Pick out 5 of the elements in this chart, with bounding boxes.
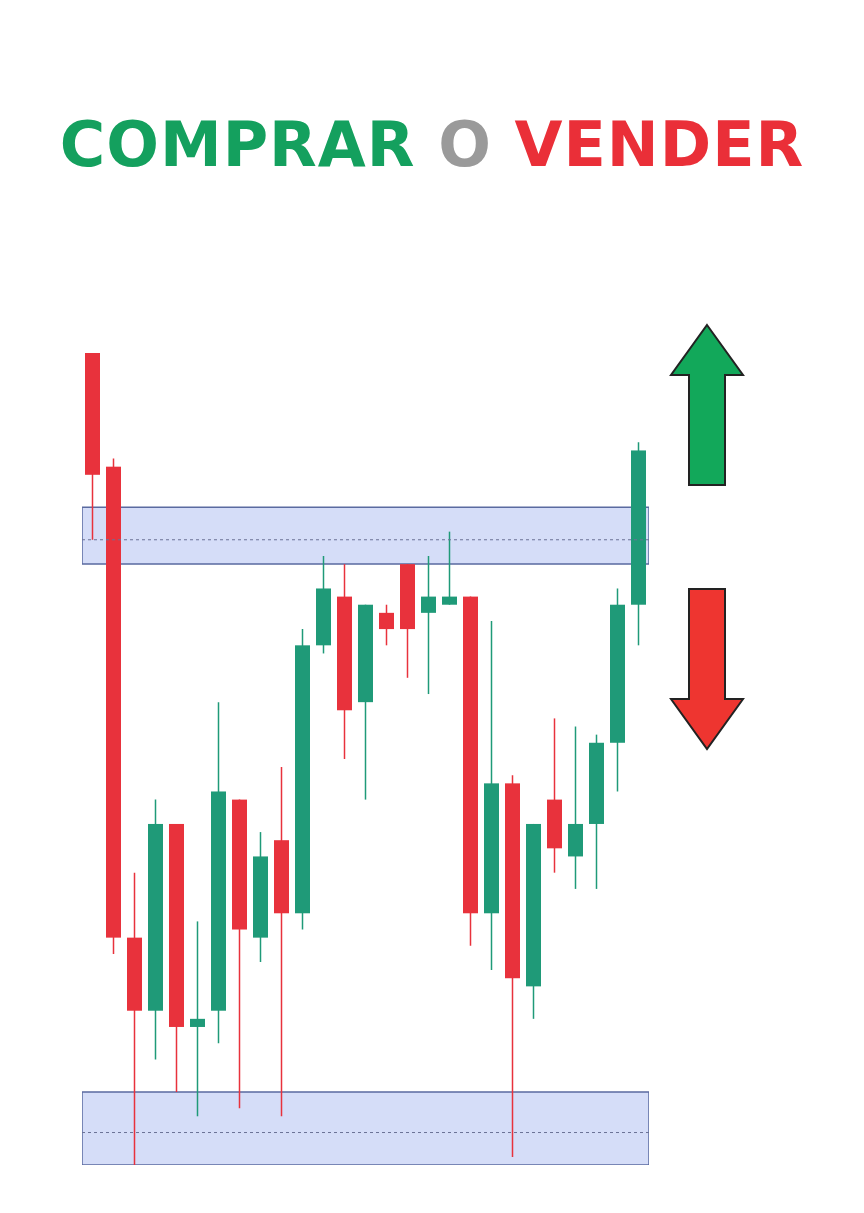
candlestick: [190, 920, 205, 1118]
candlestick: [442, 530, 457, 606]
chart-title: COMPRAR O VENDER: [59, 108, 805, 181]
candlestick: [421, 555, 436, 695]
candlestick: [379, 603, 394, 647]
